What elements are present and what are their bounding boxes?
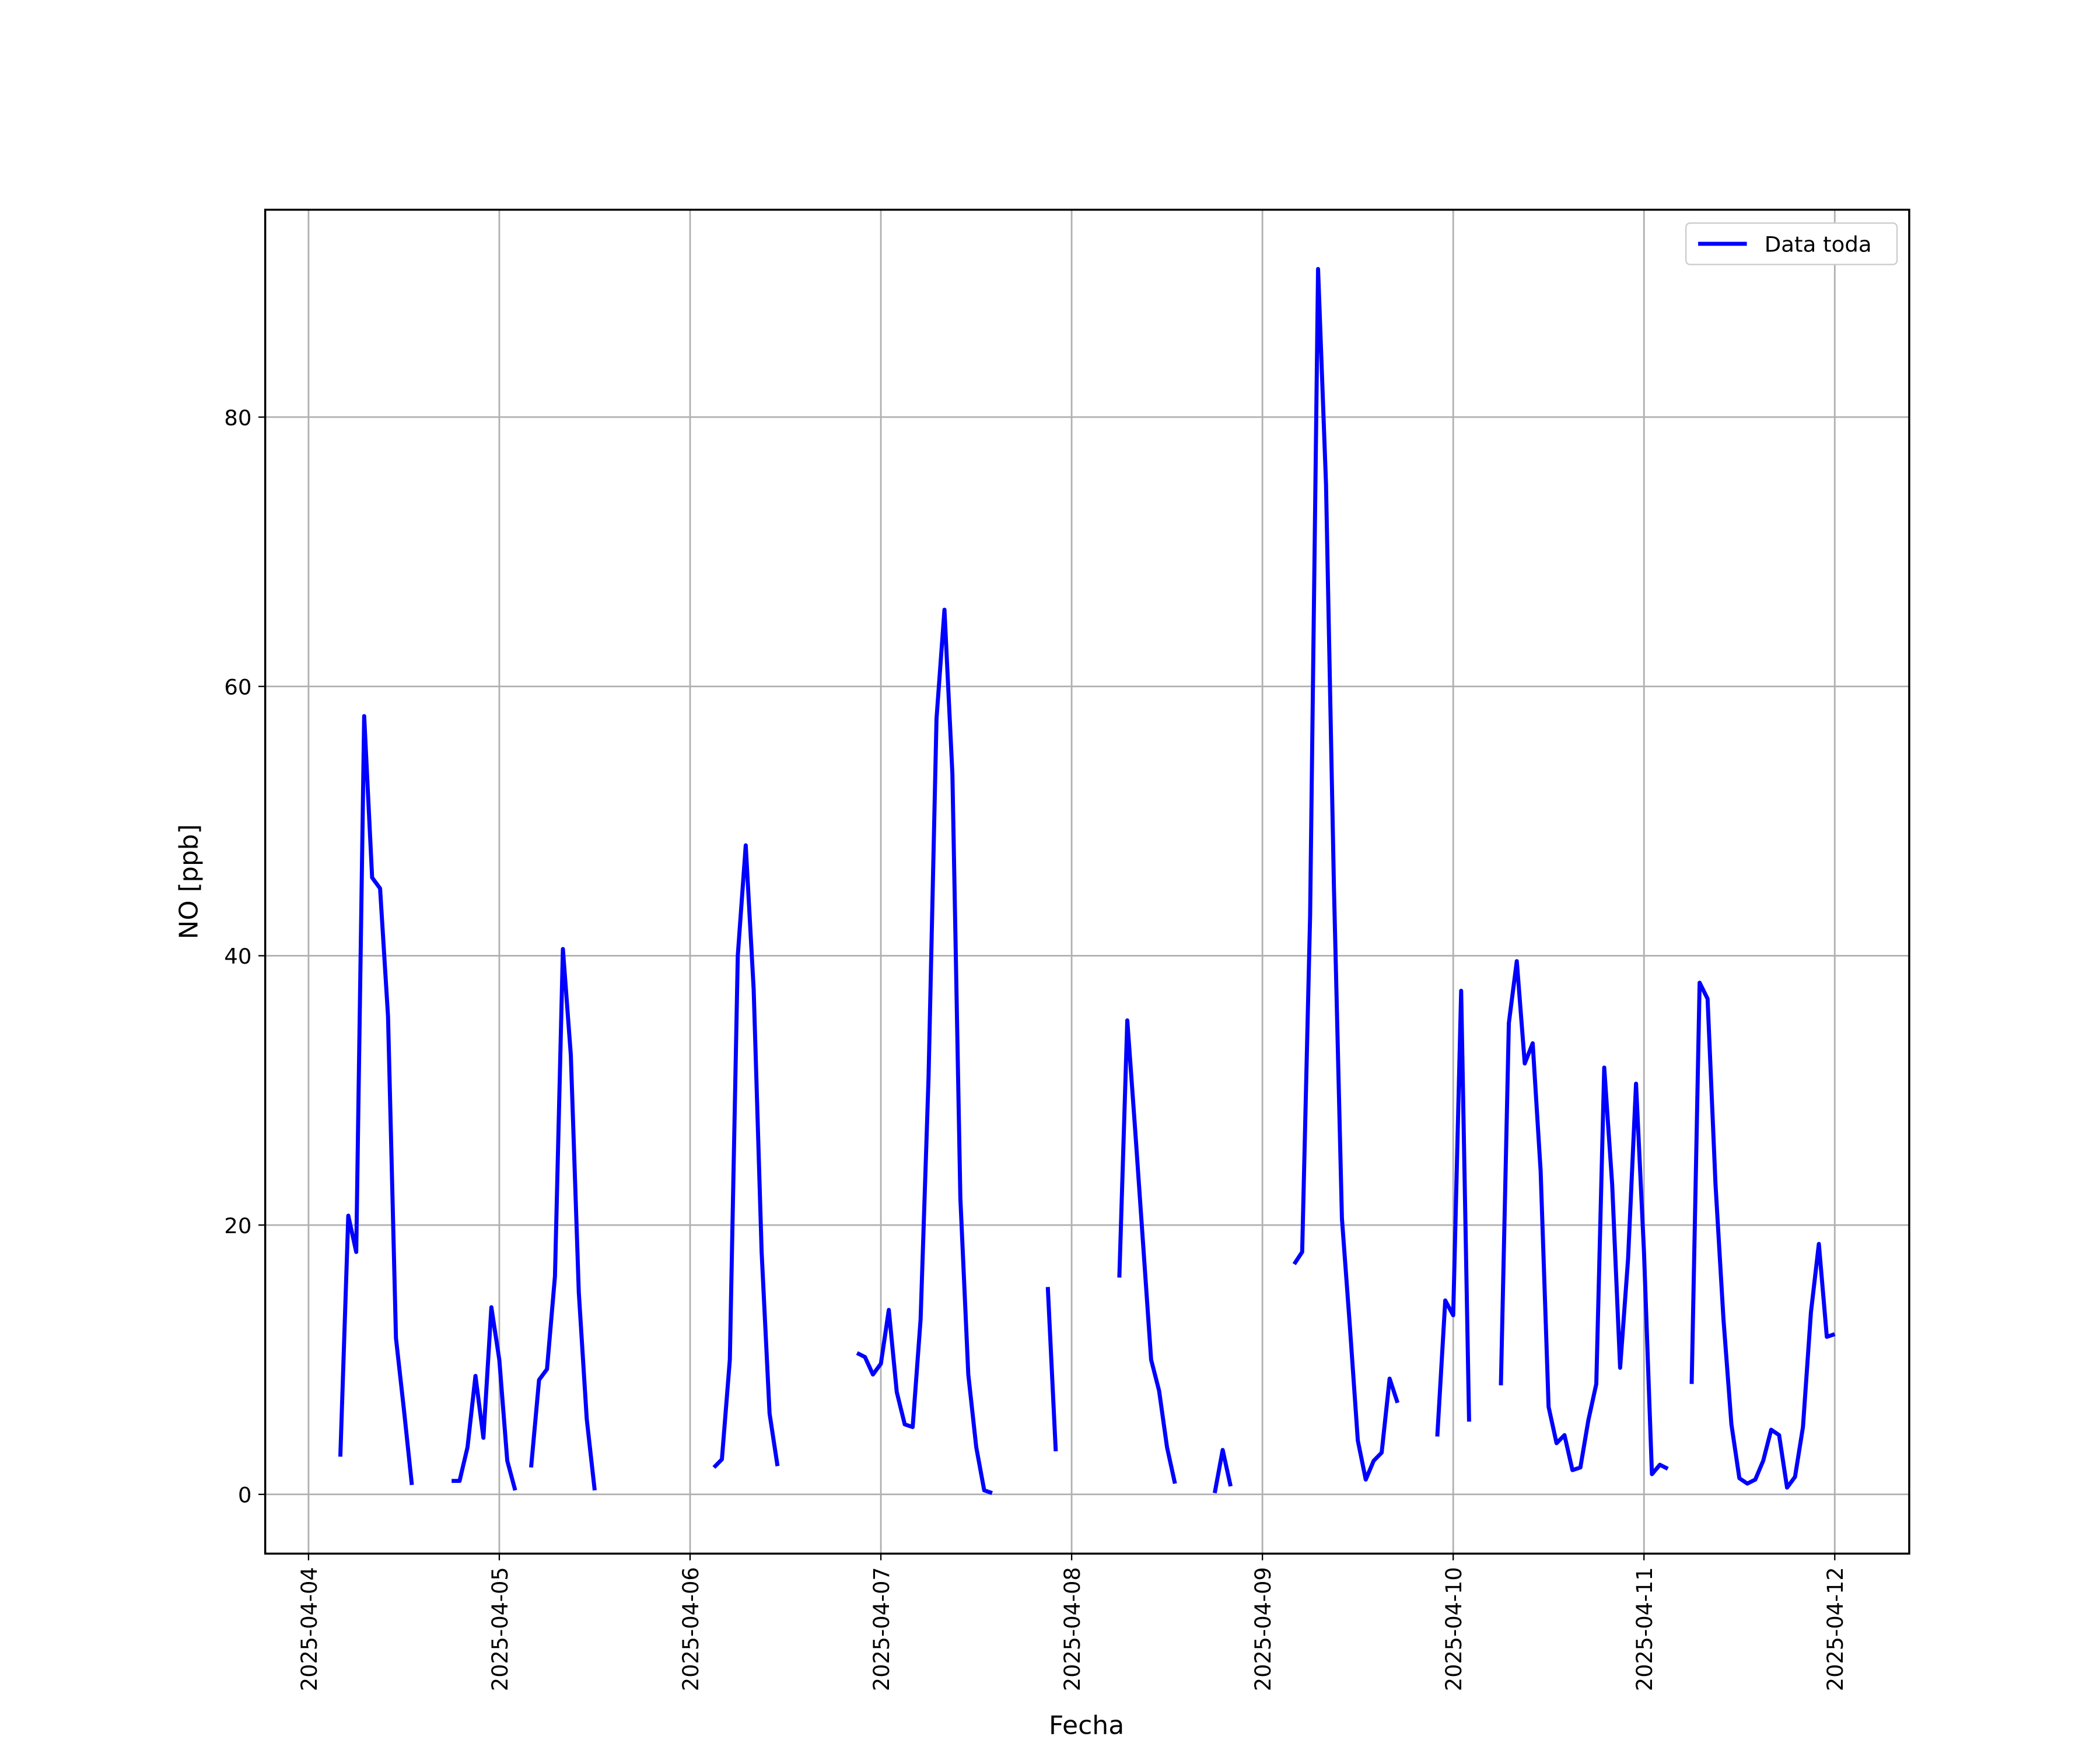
x-axis-label: Fecha <box>1049 1711 1124 1741</box>
data-line <box>338 267 1836 1495</box>
x-tick-label: 2025-04-11 <box>1632 1567 1657 1691</box>
x-tick-label: 2025-04-06 <box>678 1567 704 1691</box>
x-tick-label: 2025-04-10 <box>1441 1567 1466 1691</box>
y-tick-label: 60 <box>224 675 251 700</box>
x-tick-label: 2025-04-09 <box>1251 1567 1276 1691</box>
x-tick-label: 2025-04-08 <box>1060 1567 1085 1691</box>
y-tick-label: 40 <box>224 944 251 969</box>
x-tick-label: 2025-04-04 <box>297 1567 322 1691</box>
x-tick-label: 2025-04-05 <box>488 1567 513 1691</box>
plot-frame <box>264 208 1910 1555</box>
legend-label: Data toda <box>1765 232 1872 257</box>
x-tick-label: 2025-04-12 <box>1823 1567 1848 1691</box>
legend-box <box>1685 222 1898 265</box>
y-tick-label: 20 <box>224 1213 251 1238</box>
x-tick-label: 2025-04-07 <box>869 1567 894 1691</box>
y-tick-label: 80 <box>224 405 251 430</box>
y-tick-label: 0 <box>238 1483 252 1508</box>
y-axis-label: NO [ppb] <box>174 824 204 939</box>
